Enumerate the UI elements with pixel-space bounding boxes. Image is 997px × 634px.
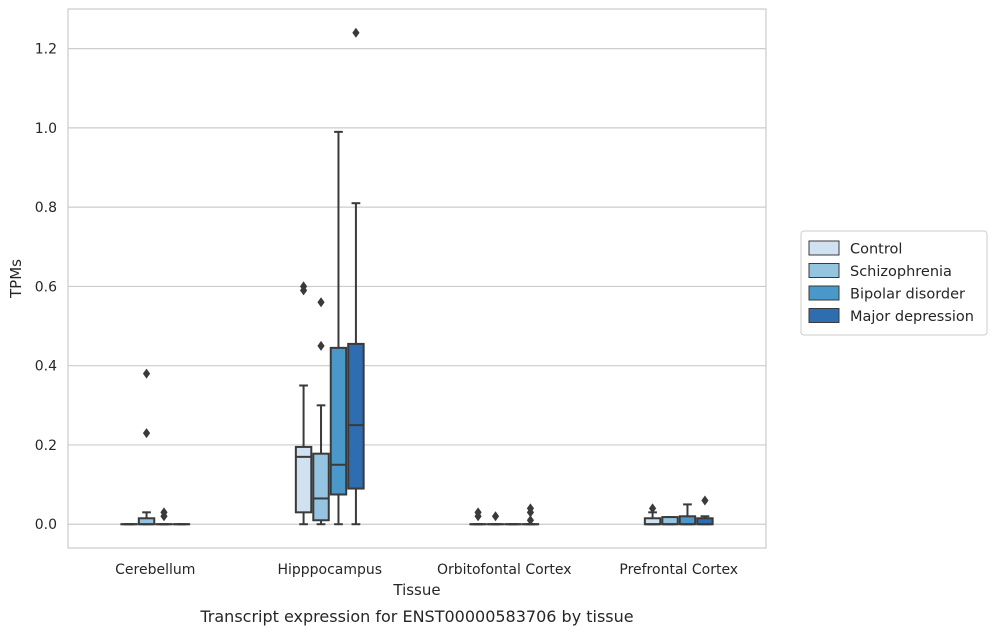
outlier-point bbox=[474, 507, 482, 518]
outlier-point bbox=[317, 340, 325, 351]
box-1-1 bbox=[312, 297, 330, 526]
legend-label: Bipolar disorder bbox=[850, 287, 965, 303]
box-body bbox=[294, 445, 313, 514]
y-tick-label: 0.6 bbox=[35, 279, 57, 295]
outlier-point bbox=[160, 507, 168, 518]
outlier-point bbox=[648, 503, 657, 514]
y-axis-ticks: 0.0 0.2 0.4 0.6 0.8 1.0 1.2 bbox=[35, 42, 57, 534]
chart-caption: Transcript expression for ENST0000058370… bbox=[199, 607, 633, 626]
outlier-point bbox=[317, 297, 325, 308]
box-0-1 bbox=[294, 281, 313, 526]
box-3-3 bbox=[696, 495, 714, 526]
y-tick-label: 1.2 bbox=[35, 42, 57, 58]
boxes bbox=[120, 27, 714, 526]
legend-swatch bbox=[808, 308, 840, 323]
box-2-0 bbox=[155, 507, 173, 526]
x-axis-ticks: Cerebellum Hipppocampus Orbitofontal Corte… bbox=[115, 562, 738, 578]
box-body bbox=[347, 342, 365, 490]
outlier-point bbox=[352, 27, 360, 38]
outlier-point bbox=[142, 428, 151, 439]
outlier-point bbox=[701, 495, 709, 506]
legend: Control Schizophrenia Bipolar disorder Majo… bbox=[800, 230, 988, 336]
x-tick-label: Cerebellum bbox=[115, 562, 195, 578]
legend-item: Major depression bbox=[808, 308, 974, 325]
x-axis-label: Tissue bbox=[392, 581, 440, 599]
outlier-point bbox=[142, 368, 151, 379]
box-body bbox=[678, 515, 697, 526]
legend-frame bbox=[800, 230, 988, 336]
legend-label: Schizophrenia bbox=[850, 264, 952, 280]
legend-swatch bbox=[808, 263, 840, 278]
outlier-point bbox=[526, 515, 535, 526]
box-3-1 bbox=[347, 27, 365, 526]
outlier-point bbox=[299, 281, 308, 292]
legend-item: Bipolar disorder bbox=[808, 285, 965, 303]
box-0-3 bbox=[643, 503, 662, 526]
box-1-2 bbox=[486, 511, 505, 526]
box-body bbox=[661, 516, 679, 526]
plot-frame bbox=[67, 8, 767, 549]
box-2-3 bbox=[678, 503, 697, 526]
y-tick-label: 0.0 bbox=[35, 517, 57, 533]
box-3-2 bbox=[521, 503, 540, 526]
y-axis-label: TPMs bbox=[7, 259, 25, 299]
y-tick-label: 1.0 bbox=[35, 121, 57, 137]
legend-label: Major depression bbox=[850, 309, 974, 325]
x-tick-label: Prefrontal Cortex bbox=[619, 562, 738, 578]
box-2-1 bbox=[329, 130, 348, 526]
legend-swatch bbox=[808, 240, 840, 256]
legend-swatch bbox=[808, 285, 840, 301]
box-1-3 bbox=[661, 516, 679, 526]
outlier-point bbox=[526, 503, 535, 514]
box-body bbox=[329, 346, 348, 496]
legend-label: Control bbox=[850, 242, 902, 258]
x-tick-label: Hipppocampus bbox=[277, 562, 382, 578]
grid-lines bbox=[68, 48, 766, 525]
outlier-point bbox=[491, 511, 500, 522]
y-tick-label: 0.4 bbox=[35, 359, 57, 375]
box-1-0 bbox=[137, 368, 156, 526]
y-tick-label: 0.8 bbox=[35, 200, 57, 216]
x-tick-label: Orbitofontal Cortex bbox=[437, 562, 572, 578]
box-0-2 bbox=[469, 507, 487, 526]
legend-item: Schizophrenia bbox=[808, 263, 952, 280]
y-tick-label: 0.2 bbox=[35, 438, 57, 454]
legend-item: Control bbox=[808, 240, 902, 258]
box-body bbox=[312, 452, 330, 522]
